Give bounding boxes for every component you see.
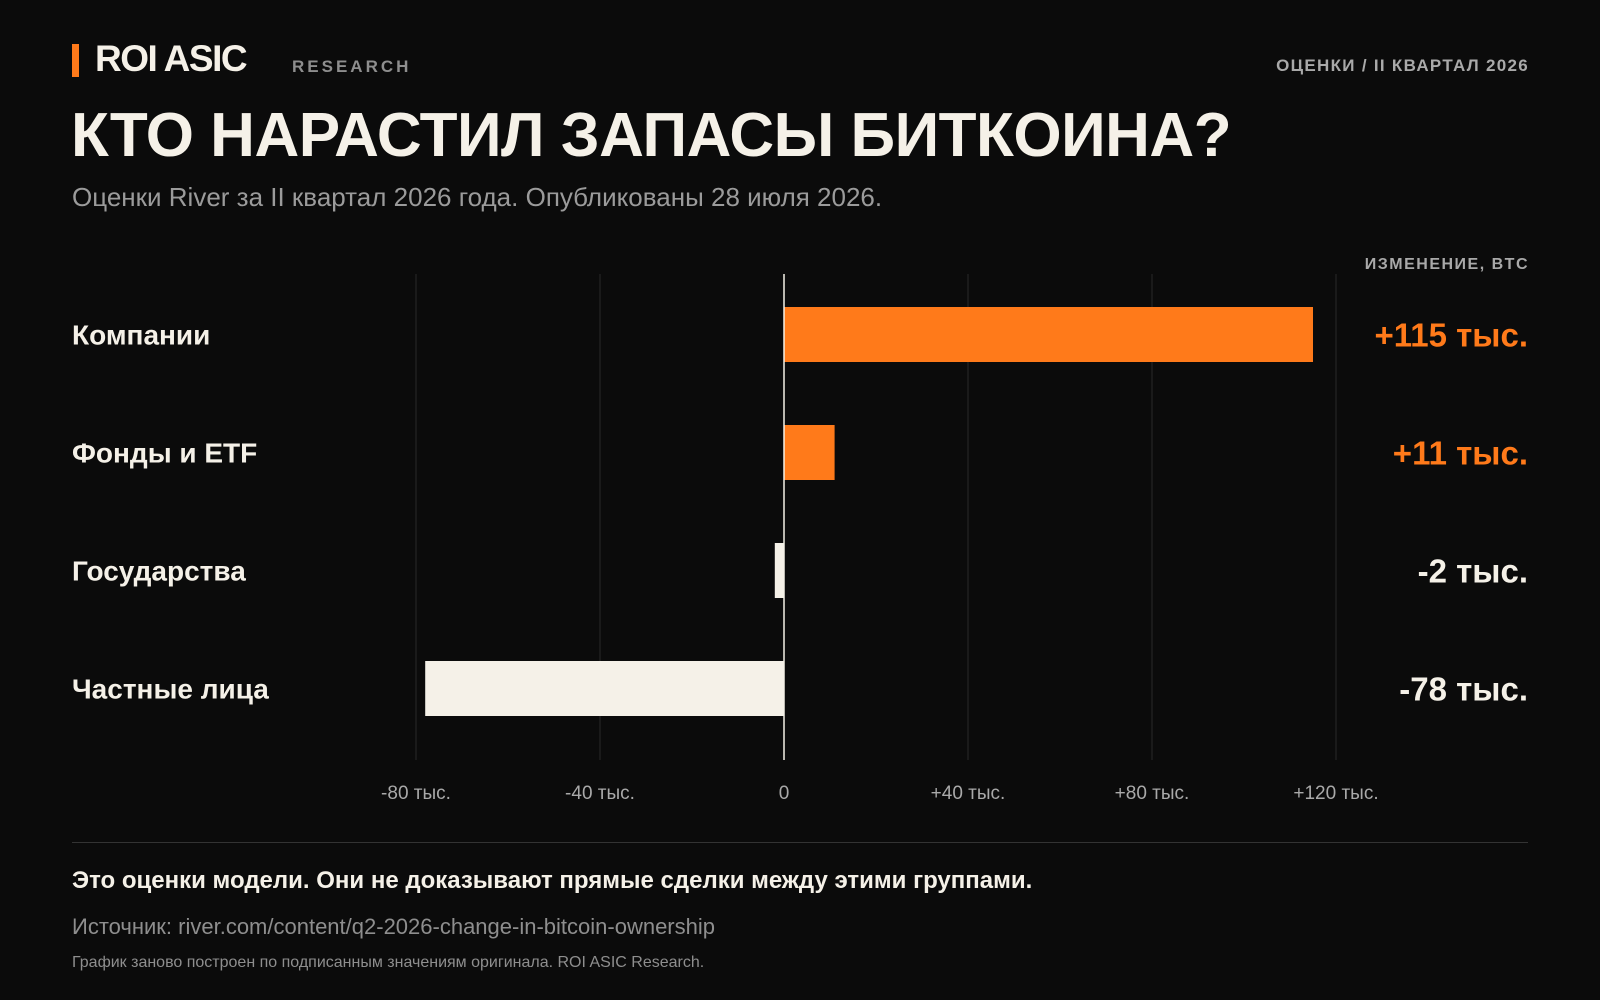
bar-3 [774, 543, 784, 598]
x-tick-label: 0 [779, 783, 790, 804]
value-label: +11 тыс. [1393, 435, 1528, 472]
category-label: Компании [72, 320, 210, 351]
footer-divider [72, 842, 1528, 843]
x-tick-label: -80 тыс. [381, 783, 451, 804]
chart-title: КТО НАРАСТИЛ ЗАПАСЫ БИТКОИНА? [71, 101, 1232, 170]
category-label: Частные лица [72, 674, 269, 705]
category-label: Фонды и ETF [72, 438, 257, 469]
value-label: -2 тыс. [1418, 553, 1528, 590]
brand-logo: ROI ASIC [95, 38, 248, 79]
x-tick-label: +80 тыс. [1115, 783, 1190, 804]
source-link: Источник: river.com/content/q2-2026-chan… [72, 914, 715, 939]
bar-1 [784, 307, 1313, 362]
chart-subtitle: Оценки River за II квартал 2026 года. Оп… [72, 182, 883, 212]
value-label: +115 тыс. [1374, 317, 1528, 354]
value-column-header: ИЗМЕНЕНИЕ, BTC [1364, 256, 1529, 273]
credit-line: График заново построен по подписанным зн… [72, 954, 705, 971]
x-tick-label: -40 тыс. [565, 783, 635, 804]
category-label: Государства [72, 556, 246, 587]
bar-4 [425, 661, 784, 716]
x-tick-label: +120 тыс. [1293, 783, 1378, 804]
x-tick-label: +40 тыс. [931, 783, 1006, 804]
bar-2 [784, 425, 835, 480]
brand-subtitle: RESEARCH [292, 57, 412, 76]
disclaimer-note: Это оценки модели. Они не доказывают пря… [72, 867, 1033, 894]
period-label: ОЦЕНКИ / II КВАРТАЛ 2026 [1276, 56, 1529, 75]
brand-accent-bar [72, 44, 79, 77]
value-label: -78 тыс. [1399, 671, 1528, 708]
